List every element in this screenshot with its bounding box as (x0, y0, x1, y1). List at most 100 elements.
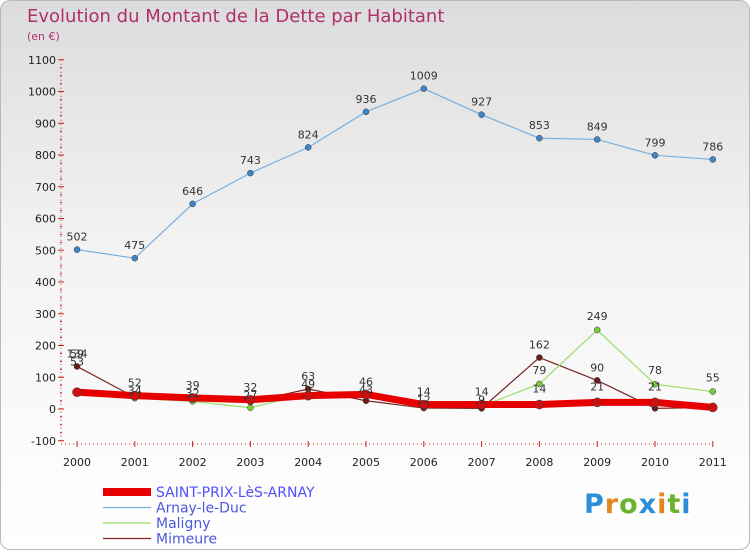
y-tick-label: 300 (35, 308, 56, 321)
legend-label: SAINT-PRIX-LèS-ARNAY (156, 485, 315, 501)
arnay-le-duc-marker (362, 108, 370, 116)
arnay-le-duc-marker (651, 152, 659, 159)
data-label-cluster-top: 52 (128, 377, 142, 390)
y-tick-label: 100 (35, 371, 56, 384)
saint-prix-marker (650, 397, 660, 408)
y-tick-label: 1100 (28, 54, 56, 67)
data-label-maligny: 79 (532, 364, 546, 377)
arnay-le-duc-marker (304, 144, 312, 151)
data-label-cluster-top: 39 (186, 379, 200, 392)
chart-unit: (en €) (27, 30, 60, 43)
y-tick-label: 700 (35, 181, 56, 194)
data-label-arnay: 853 (529, 119, 550, 132)
data-label-cluster-bottom: 43 (359, 383, 373, 396)
arnay-le-duc-marker (247, 169, 254, 177)
data-label-maligny: 249 (587, 310, 608, 323)
brand-letter: t (667, 489, 682, 520)
data-label-cluster-bottom: 12 (417, 394, 431, 407)
saint-prix-marker (361, 389, 371, 400)
brand-letter: P (584, 489, 605, 520)
data-label-mimeure: 90 (590, 361, 604, 374)
data-label-arnay: 799 (645, 136, 666, 149)
data-label-cluster-bottom: 32 (186, 387, 200, 400)
arnay-le-duc-marker (478, 111, 485, 118)
saint-prix-marker (130, 390, 140, 401)
brand-logo: Proxiti (584, 489, 692, 520)
data-label-saint-prix: 21 (590, 380, 604, 393)
maligny-marker (709, 388, 717, 395)
data-label-cluster-bottom: 34 (128, 385, 142, 398)
data-label-arnay: 743 (240, 154, 261, 167)
arnay-le-duc-marker (709, 156, 717, 163)
x-tick-label: 2005 (352, 456, 380, 469)
x-tick-label: 2010 (641, 456, 669, 469)
data-label-cluster-top: 59 (70, 347, 84, 360)
y-tick-label: 400 (35, 276, 56, 289)
saint-prix-marker (303, 390, 313, 401)
saint-prix-line (73, 388, 717, 411)
data-label-arnay: 849 (587, 120, 608, 133)
data-label-maligny: 55 (706, 372, 720, 385)
arnay-le-duc-marker (536, 134, 543, 142)
x-tick-label: 2008 (525, 456, 553, 469)
saint-prix-marker (187, 393, 198, 403)
maligny-marker (247, 404, 254, 411)
x-tick-label: 2011 (699, 456, 727, 469)
brand-letter: i (681, 489, 692, 520)
data-label-arnay: 502 (67, 231, 88, 244)
x-tick-label: 2001 (121, 456, 149, 469)
brand-letter: i (657, 489, 668, 520)
x-tick-label: 2000 (63, 456, 91, 469)
x-tick-label: 2002 (179, 456, 207, 469)
x-tick-label: 2009 (583, 456, 611, 469)
x-tick-label: 2006 (410, 456, 438, 469)
saint-prix-marker (476, 399, 487, 410)
data-label-mimeure: 162 (529, 339, 550, 352)
y-tick-label: 600 (35, 213, 56, 226)
legend-label: Mimeure (156, 532, 217, 548)
y-tick-label: 1000 (28, 86, 56, 99)
data-label-arnay: 786 (702, 140, 723, 153)
saint-prix-marker (245, 395, 256, 405)
y-tick-label: 900 (35, 117, 56, 130)
legend-label: Arnay-le-Duc (156, 501, 247, 517)
data-label-cluster-bottom: 9 (478, 394, 485, 407)
data-label-cluster-bottom: 53 (70, 355, 84, 368)
mimeure-marker (73, 363, 81, 370)
arnay-le-duc-marker (420, 85, 428, 92)
data-label-mimeure: 134 (67, 347, 88, 360)
saint-prix-marker (72, 387, 82, 397)
maligny-marker (651, 380, 659, 388)
maligny-marker (536, 380, 543, 388)
saint-prix-marker (534, 399, 545, 410)
data-label-arnay: 824 (298, 128, 319, 141)
data-label-maligny: 78 (648, 364, 662, 377)
chart-title: Evolution du Montant de la Dette par Hab… (27, 6, 445, 27)
data-label-cluster-top: 14 (475, 386, 489, 399)
arnay-le-duc-marker (73, 246, 81, 253)
data-label-arnay: 936 (356, 93, 377, 106)
brand-letter: r (604, 489, 620, 520)
data-label-arnay: 475 (124, 239, 145, 252)
mimeure-marker (593, 377, 601, 384)
saint-prix-marker (419, 399, 429, 410)
arnay-le-duc-marker (131, 254, 139, 262)
y-tick-label: 0 (49, 403, 56, 416)
data-label-cluster-bottom: 49 (301, 378, 315, 391)
maligny-marker (593, 326, 601, 334)
arnay-le-duc-marker (189, 200, 196, 208)
x-tick-label: 2003 (236, 456, 264, 469)
saint-prix-marker (592, 397, 602, 408)
mimeure-marker (536, 354, 543, 361)
brand-letter: x (638, 489, 658, 520)
data-label-cluster-top: 32 (243, 381, 257, 394)
x-tick-label: 2004 (294, 456, 322, 469)
data-label-arnay: 927 (471, 96, 492, 109)
brand-letter: o (619, 489, 639, 520)
data-label-cluster-bottom: 27 (243, 389, 257, 402)
y-tick-label: -100 (31, 435, 56, 448)
saint-prix-marker (708, 402, 718, 413)
arnay-le-duc-marker (593, 136, 601, 143)
data-label-arnay: 646 (182, 185, 203, 198)
